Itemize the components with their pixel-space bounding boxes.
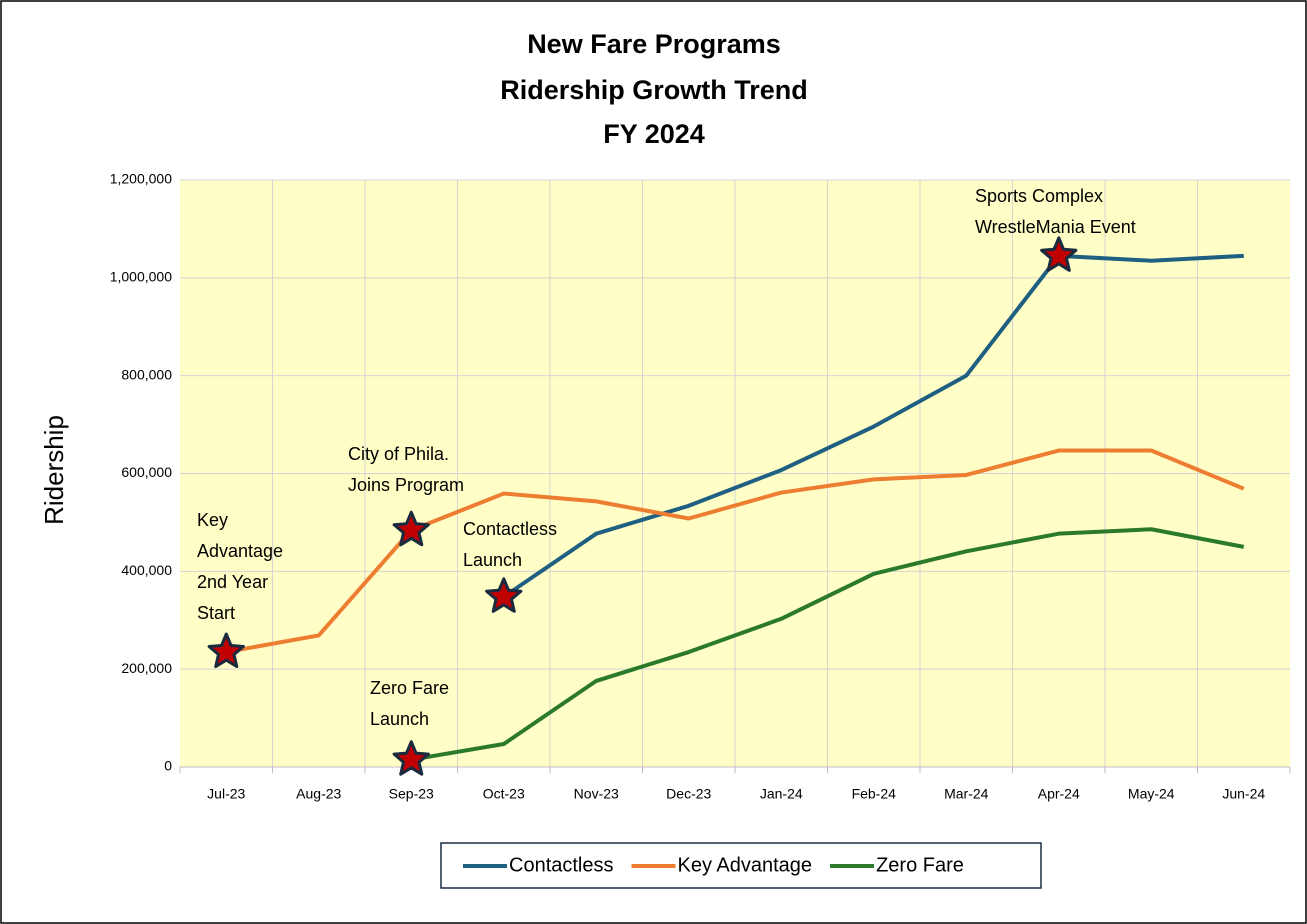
x-tick-label: Apr-24 xyxy=(1038,786,1080,802)
series-line xyxy=(502,253,1244,599)
annotation-star xyxy=(392,740,430,776)
annotation: Contactless xyxy=(463,519,557,539)
annotation: Key xyxy=(197,510,228,530)
y-tick-label: 1,200,000 xyxy=(110,171,172,187)
annotation: City of Phila. xyxy=(348,444,449,464)
annotation: Start xyxy=(197,603,235,623)
x-tick-label: Aug-23 xyxy=(296,786,341,802)
annotation-star xyxy=(392,510,430,547)
y-tick-label: 1,000,000 xyxy=(110,269,172,285)
annotation-star xyxy=(485,577,523,613)
series-line xyxy=(225,448,1245,655)
legend-label: Zero Fare xyxy=(876,854,964,876)
annotation: Launch xyxy=(370,709,429,729)
annotation: Joins Program xyxy=(348,475,464,495)
annotation: Sports Complex xyxy=(975,186,1103,206)
annotation-star xyxy=(207,632,245,669)
annotation: Advantage xyxy=(197,541,283,561)
chart-title: FY 2024 xyxy=(603,119,705,149)
y-tick-label: 600,000 xyxy=(121,464,172,480)
series-line xyxy=(410,527,1245,762)
legend-label: Key Advantage xyxy=(678,854,813,876)
y-tick-label: 800,000 xyxy=(121,366,172,382)
chart-title: New Fare Programs xyxy=(527,29,781,59)
legend-box xyxy=(440,842,1042,889)
x-tick-label: Feb-24 xyxy=(852,786,897,802)
y-tick-label: 400,000 xyxy=(121,562,172,578)
annotation: Launch xyxy=(463,550,522,570)
x-tick-label: Mar-24 xyxy=(944,786,989,802)
annotation-star xyxy=(1040,236,1078,272)
chart-title: Ridership Growth Trend xyxy=(500,75,808,105)
annotation: 2nd Year xyxy=(197,572,268,592)
x-tick-label: Oct-23 xyxy=(483,786,525,802)
annotation: Zero Fare xyxy=(370,678,449,698)
x-tick-label: Jan-24 xyxy=(760,786,803,802)
x-tick-label: Jul-23 xyxy=(207,786,245,802)
x-tick-label: Jun-24 xyxy=(1222,786,1265,802)
legend-label: Contactless xyxy=(509,854,614,876)
x-tick-label: Sep-23 xyxy=(389,786,434,802)
x-tick-label: Nov-23 xyxy=(574,786,619,802)
y-tick-label: 0 xyxy=(164,758,172,774)
annotation: WrestleMania Event xyxy=(975,217,1136,237)
y-tick-label: 200,000 xyxy=(121,660,172,676)
x-tick-label: Dec-23 xyxy=(666,786,711,802)
y-axis-label: Ridership xyxy=(39,415,69,525)
x-tick-label: May-24 xyxy=(1128,786,1175,802)
